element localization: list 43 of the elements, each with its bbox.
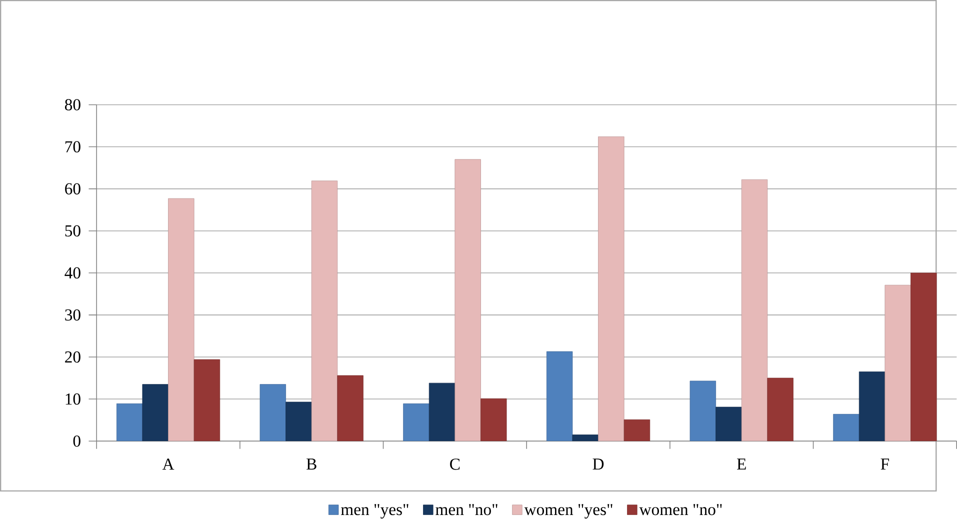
bar (428, 382, 456, 441)
y-tick-label: 0 (73, 435, 80, 447)
legend-label: women "no" (639, 504, 722, 515)
y-tick-label: 60 (65, 182, 80, 194)
bar (311, 180, 338, 441)
bar (716, 406, 742, 441)
bar (194, 359, 220, 441)
bar (116, 403, 143, 441)
x-tick-label: B (306, 458, 316, 470)
y-tick-label: 10 (66, 393, 80, 404)
x-tick-label: A (162, 458, 174, 470)
bar (546, 351, 573, 441)
x-tick-label: D (592, 458, 604, 470)
y-tick-label: 20 (65, 351, 80, 362)
bar (337, 375, 364, 441)
bar (910, 272, 937, 441)
y-tick-label: 50 (65, 225, 80, 236)
y-tick-label: 70 (65, 140, 80, 152)
bar (884, 284, 911, 441)
bar (260, 384, 286, 441)
x-tick-label: C (450, 458, 460, 470)
legend-label: women "yes" (524, 504, 612, 518)
y-tick-label: 30 (65, 309, 80, 320)
bar (142, 384, 168, 441)
bar (480, 398, 507, 441)
legend-label: men "no" (436, 504, 498, 515)
x-tick-label: F (880, 458, 889, 470)
bar (833, 414, 860, 441)
bar (767, 378, 794, 441)
bar (741, 179, 768, 441)
bar (598, 136, 624, 441)
bar (168, 198, 194, 441)
bar (690, 380, 716, 441)
bar (403, 403, 430, 441)
bar (286, 402, 312, 441)
bar (858, 371, 886, 441)
x-tick-label: E (736, 458, 746, 470)
bar (624, 419, 650, 441)
legend-label: men "yes" (340, 504, 408, 518)
y-tick-label: 40 (64, 267, 80, 278)
bar (454, 158, 481, 441)
bar (572, 434, 598, 441)
y-tick-label: 80 (64, 98, 80, 110)
